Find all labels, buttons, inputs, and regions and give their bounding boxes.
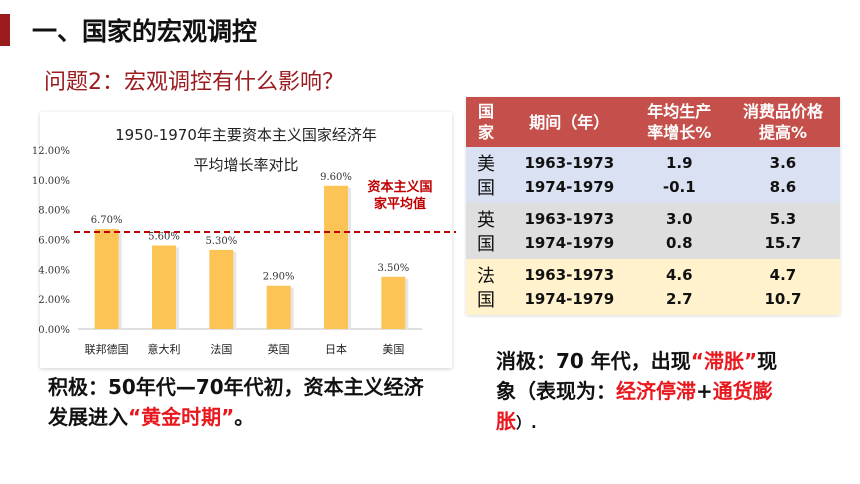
price-cell: 3.6 — [725, 147, 840, 175]
period-cell: 1963-1973 — [506, 259, 633, 287]
price-cell: 15.7 — [725, 231, 840, 259]
average-line-label: 家平均值 — [374, 196, 426, 212]
chart-subtitle: 平均增长率对比 — [193, 156, 299, 174]
price-cell: 8.6 — [725, 175, 840, 203]
category-label: 法国 — [210, 342, 232, 356]
positive-text-end: 。 — [234, 405, 255, 429]
period-cell: 1963-1973 — [506, 147, 633, 175]
category-label: 日本 — [325, 342, 347, 356]
chart-title-block: 1950-1970年主要资本主义国家经济年 平均增长率对比 — [40, 120, 452, 180]
period-cell: 1974-1979 — [506, 175, 633, 203]
average-line-label: 资本主义国 — [367, 179, 432, 195]
country-cell-france: 法国 — [466, 259, 506, 315]
y-tick-label: 8.00% — [38, 206, 70, 217]
negative-text-mid: 现象（表现为： — [496, 349, 778, 403]
productivity-cell: 4.6 — [632, 259, 726, 287]
data-label: 5.30% — [205, 236, 237, 247]
country-cell-usa: 美国 — [466, 147, 506, 203]
country-cell-uk: 英国 — [466, 203, 506, 259]
positive-text-main: 积极：50年代—70年代初，资本主义经济发展进入 — [48, 375, 424, 429]
productivity-cell: 0.8 — [632, 231, 726, 259]
page-title: 一、国家的宏观调控 — [32, 17, 258, 46]
category-label: 意大利 — [148, 342, 181, 356]
y-tick-label: 10.00% — [32, 176, 70, 187]
golden-age-highlight: “黄金时期” — [128, 405, 235, 429]
price-cell: 5.3 — [725, 203, 840, 231]
table-row: 英国 1963-1973 3.0 5.3 — [466, 203, 840, 259]
negative-text-main: 消极：70 年代，出现 — [496, 349, 691, 373]
category-label: 美国 — [382, 343, 404, 356]
price-cell: 4.7 — [725, 259, 840, 287]
table-row: 美国 1963-1973 1.9 3.6 — [466, 147, 840, 203]
header-country: 国家 — [466, 97, 506, 147]
period-cell: 1974-1979 — [506, 287, 633, 315]
data-label: 2.90% — [263, 272, 295, 283]
data-label: 3.50% — [377, 263, 409, 274]
productivity-cell: -0.1 — [632, 175, 726, 203]
bar — [94, 229, 119, 329]
productivity-cell: 1.9 — [632, 147, 726, 175]
bar — [381, 276, 406, 329]
period-cell: 1963-1973 — [506, 203, 633, 231]
stagflation-highlight: “滞胀” — [690, 349, 758, 373]
table-header-row: 国家 期间（年） 年均生产 率增长% 消费品价格 提高% — [466, 97, 840, 147]
y-tick-label: 6.00% — [38, 236, 70, 247]
price-cell: 10.7 — [725, 287, 840, 315]
stagnation-highlight: 经济停滞 — [616, 379, 696, 403]
table-row: 1974-1979 -0.1 8.6 — [466, 175, 840, 203]
title-accent-bar — [0, 14, 10, 46]
table-row: 1974-1979 0.8 15.7 — [466, 231, 840, 259]
positive-effect-text: 积极：50年代—70年代初，资本主义经济发展进入“黄金时期”。 — [48, 372, 428, 432]
negative-text-end: ）. — [516, 414, 537, 432]
period-cell: 1974-1979 — [506, 231, 633, 259]
bar — [209, 249, 234, 329]
inflation-highlight: 通货膨胀 — [496, 379, 773, 433]
table-row: 法国 1963-1973 4.6 4.7 — [466, 259, 840, 315]
header-productivity: 年均生产 率增长% — [632, 97, 726, 147]
category-label: 英国 — [268, 342, 290, 356]
data-label: 9.60% — [320, 172, 352, 183]
header-period: 期间（年） — [506, 97, 633, 147]
negative-text-plus: + — [696, 379, 713, 403]
question-text: 问题2：宏观调控有什么影响？ — [44, 70, 344, 95]
y-tick-label: 12.00% — [32, 146, 70, 157]
y-tick-label: 2.00% — [38, 295, 70, 306]
y-tick-label: 4.00% — [38, 265, 70, 276]
data-label: 5.60% — [148, 231, 180, 242]
stagflation-table: 国家 期间（年） 年均生产 率增长% 消费品价格 提高% 美国 1963-1973 … — [466, 97, 840, 315]
negative-effect-text: 消极：70 年代，出现“滞胀”现象（表现为：经济停滞+通货膨胀）. — [496, 346, 796, 438]
bar — [266, 285, 291, 329]
bar — [152, 245, 176, 329]
productivity-cell: 2.7 — [632, 287, 726, 315]
y-tick-label: 0.00% — [38, 325, 70, 336]
chart-title: 1950-1970年主要资本主义国家经济年 — [115, 126, 377, 144]
data-label: 6.70% — [91, 215, 123, 226]
productivity-cell: 3.0 — [632, 203, 726, 231]
bar — [324, 185, 348, 329]
header-price: 消费品价格 提高% — [725, 97, 840, 147]
table-row: 1974-1979 2.7 10.7 — [466, 287, 840, 315]
category-label: 联邦德国 — [85, 342, 129, 356]
